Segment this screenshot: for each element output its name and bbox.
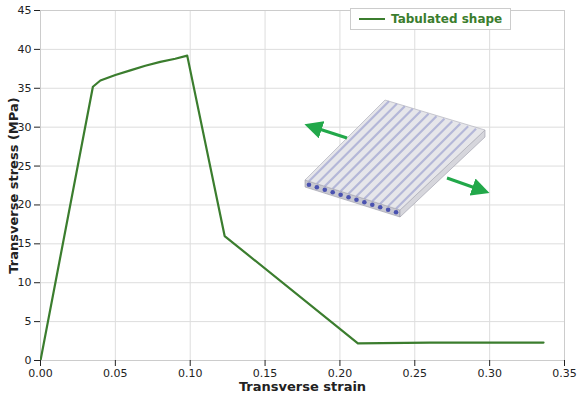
svg-text:0.25: 0.25 <box>403 367 428 380</box>
svg-text:35: 35 <box>18 82 32 95</box>
svg-text:0.35: 0.35 <box>552 367 577 380</box>
svg-text:0.00: 0.00 <box>28 367 53 380</box>
svg-text:0.05: 0.05 <box>103 367 128 380</box>
svg-text:10: 10 <box>18 276 32 289</box>
svg-text:0.30: 0.30 <box>477 367 502 380</box>
svg-text:Transverse strain: Transverse strain <box>239 379 366 394</box>
html-text:Tabulated shape: Tabulated shape <box>391 12 503 26</box>
svg-text:25: 25 <box>17 159 32 173</box>
svg-text:45: 45 <box>18 4 32 17</box>
svg-text:5: 5 <box>25 315 32 328</box>
svg-text:0.10: 0.10 <box>178 367 203 380</box>
svg-text:Transverse stress (MPa): Transverse stress (MPa) <box>6 97 21 273</box>
svg-text:0: 0 <box>25 354 32 367</box>
svg-text:0.15: 0.15 <box>252 367 278 381</box>
svg-text:40: 40 <box>18 43 32 56</box>
svg-text:0.20: 0.20 <box>327 367 353 381</box>
svg-text:15: 15 <box>17 237 32 251</box>
svg-text:20: 20 <box>17 198 32 212</box>
svg-text:30: 30 <box>17 120 32 134</box>
